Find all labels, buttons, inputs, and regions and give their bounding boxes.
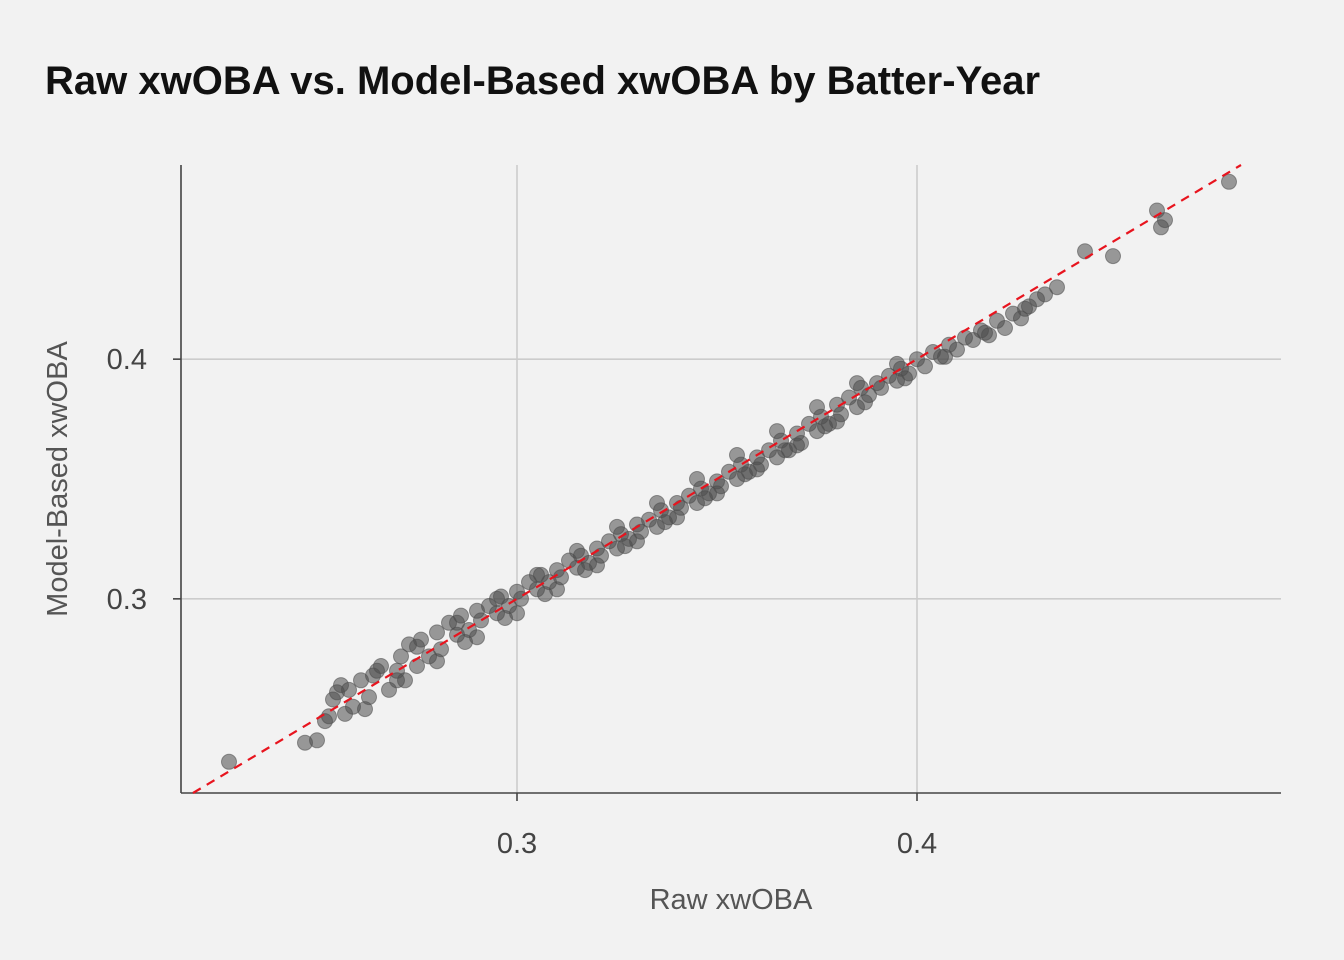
- data-point: [321, 708, 337, 725]
- chart-title: Raw xwOBA vs. Model-Based xwOBA by Batte…: [45, 59, 1040, 103]
- data-point: [341, 681, 357, 698]
- reference-line-layer: [192, 164, 1242, 794]
- data-point: [777, 442, 793, 459]
- y-axis-label: Model-Based xwOBA: [42, 341, 74, 617]
- data-point: [729, 447, 745, 463]
- data-point: [409, 638, 425, 655]
- data-point: [449, 614, 465, 631]
- tick-labels: 0.3 0.4 0.3 0.4: [107, 344, 937, 860]
- data-point: [1017, 300, 1033, 317]
- data-point: [737, 466, 753, 483]
- data-point: [609, 518, 625, 535]
- x-tick-label: 0.3: [497, 828, 537, 860]
- reference-line: [192, 164, 1242, 794]
- data-point: [309, 732, 325, 749]
- data-point: [657, 514, 673, 531]
- data-point: [997, 320, 1013, 336]
- data-point: [937, 348, 953, 365]
- data-point: [409, 658, 425, 674]
- data-point: [897, 370, 913, 387]
- data-point: [357, 701, 373, 718]
- data-point: [697, 490, 713, 507]
- data-point: [369, 662, 385, 679]
- data-point: [649, 495, 665, 511]
- data-points: [221, 173, 1237, 770]
- data-point: [977, 324, 993, 341]
- data-point: [393, 648, 409, 665]
- data-point: [809, 399, 825, 416]
- data-point: [1105, 248, 1121, 265]
- data-point: [473, 612, 489, 629]
- data-point: [949, 341, 965, 358]
- data-point: [429, 653, 445, 670]
- data-point: [849, 375, 865, 392]
- y-tick-label: 0.4: [107, 344, 147, 376]
- grid-lines: [181, 165, 1281, 793]
- data-point: [769, 423, 785, 440]
- data-point: [577, 562, 593, 579]
- data-point: [529, 566, 545, 583]
- data-point: [1049, 279, 1065, 296]
- data-point: [917, 358, 933, 375]
- data-point: [617, 538, 633, 555]
- data-point: [817, 418, 833, 435]
- x-axis-label: Raw xwOBA: [650, 884, 813, 916]
- data-point: [857, 394, 873, 411]
- x-tick-label: 0.4: [897, 828, 937, 860]
- data-point: [889, 355, 905, 372]
- data-point: [489, 590, 505, 607]
- data-point: [429, 624, 445, 641]
- data-point: [389, 672, 405, 689]
- data-point: [497, 610, 513, 626]
- data-point: [569, 542, 585, 559]
- data-point: [537, 586, 553, 603]
- data-point: [457, 634, 473, 650]
- y-tick-label: 0.3: [107, 584, 147, 616]
- data-point: [1037, 286, 1053, 303]
- data-point: [689, 471, 705, 487]
- data-point: [1221, 173, 1237, 190]
- data-point: [221, 753, 237, 770]
- data-point: [1157, 212, 1173, 229]
- axes: [180, 165, 1281, 794]
